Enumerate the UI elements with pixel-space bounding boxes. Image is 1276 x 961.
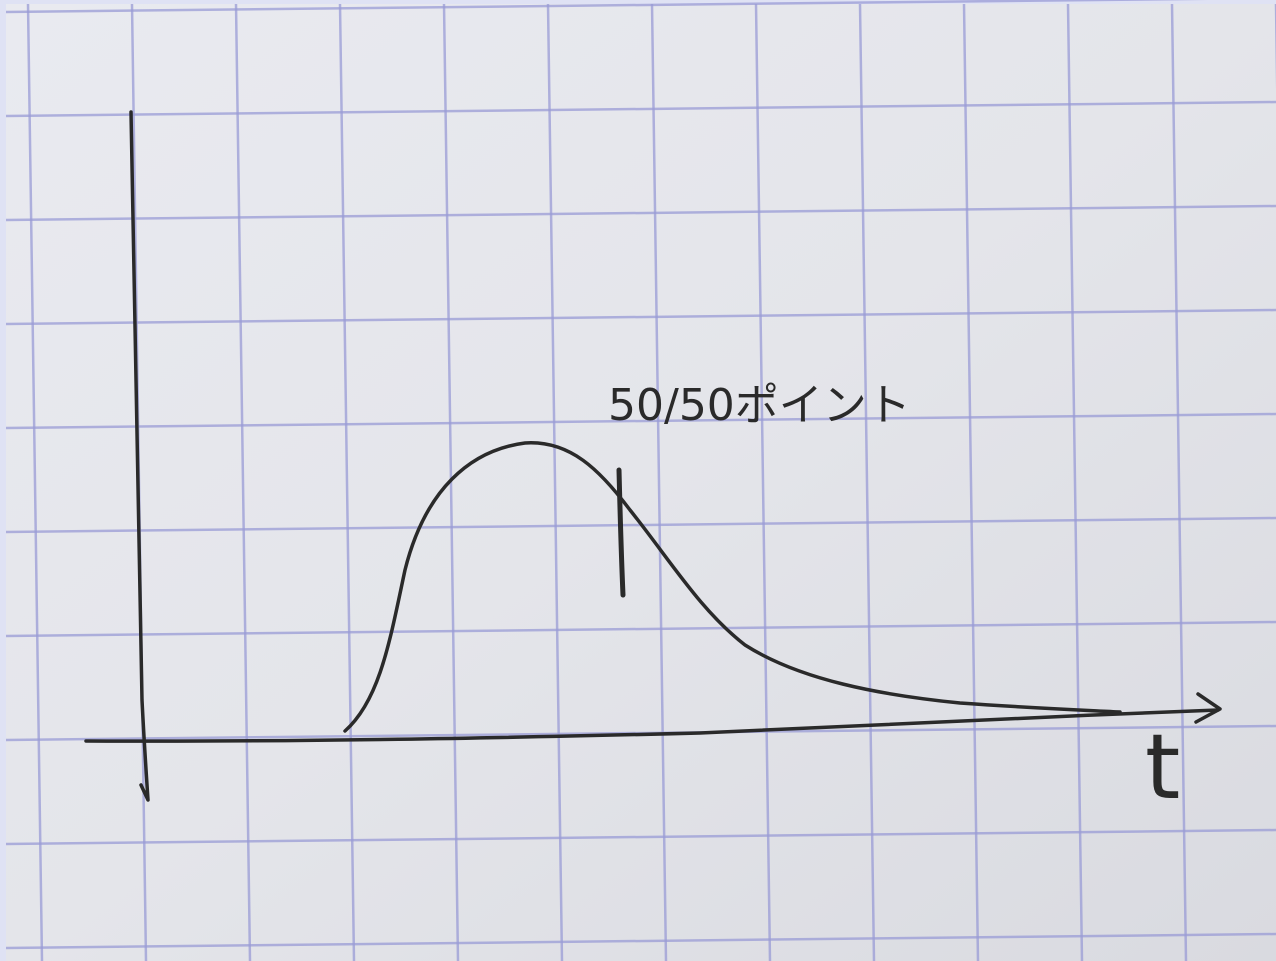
grid-line <box>5 100 1276 118</box>
paper-sheet <box>6 4 1276 961</box>
grid-line <box>5 828 1276 846</box>
fifty-fifty-marker <box>616 467 626 598</box>
x-axis <box>84 708 1220 743</box>
grid-line <box>5 412 1276 430</box>
grid-line <box>1066 3 1084 961</box>
grid-line <box>858 3 876 961</box>
grid-line <box>338 3 356 961</box>
x-axis-arrow <box>1194 692 1222 724</box>
grid-line <box>1170 3 1188 961</box>
grid-line <box>962 3 980 961</box>
grid-line <box>5 0 1208 14</box>
grid-line <box>754 3 772 961</box>
annotation: 50/50ポイント <box>608 380 911 431</box>
grid-line <box>5 932 1276 950</box>
grid-line <box>5 308 1276 326</box>
y-axis <box>129 110 150 802</box>
grid-line <box>650 3 668 961</box>
grid-line <box>5 620 1276 638</box>
grid-line <box>546 3 564 961</box>
grid-line <box>234 3 252 961</box>
grid <box>5 0 1276 961</box>
grid-line <box>26 3 44 961</box>
grid-line <box>5 204 1276 222</box>
distribution-curve <box>343 441 1122 733</box>
x-axis-label: t <box>1145 715 1180 820</box>
